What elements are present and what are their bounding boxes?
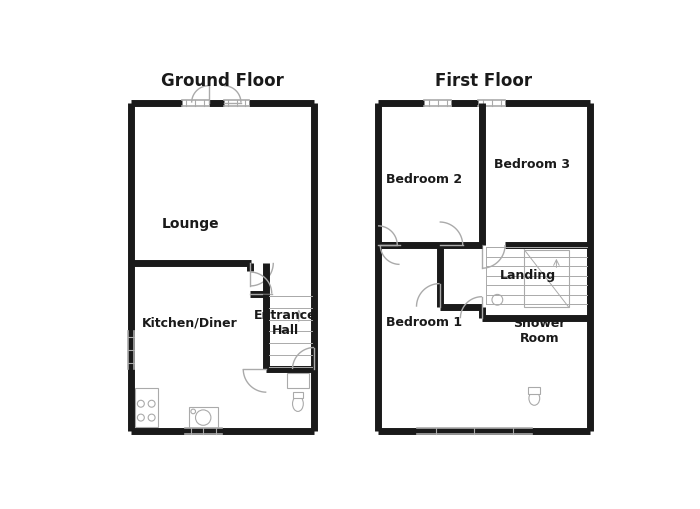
Bar [182, 100, 209, 106]
Text: Ground Floor: Ground Floor [161, 72, 284, 90]
Circle shape [191, 409, 195, 414]
Text: Entrance
Hall: Entrance Hall [254, 309, 317, 337]
Bar [269, 296, 312, 367]
Circle shape [148, 400, 155, 407]
Bar [528, 387, 540, 394]
Ellipse shape [293, 396, 303, 411]
Circle shape [148, 414, 155, 421]
Bar [224, 100, 249, 106]
Text: Kitchen/Diner: Kitchen/Diner [142, 317, 238, 329]
Circle shape [137, 414, 144, 421]
Circle shape [137, 400, 144, 407]
Bar [134, 388, 158, 427]
Bar [486, 247, 587, 304]
Bar [424, 100, 451, 106]
Bar [185, 428, 222, 434]
Circle shape [492, 294, 503, 305]
Text: Bedroom 3: Bedroom 3 [494, 158, 570, 171]
Bar [524, 250, 569, 307]
Text: Lounge: Lounge [161, 217, 219, 231]
Circle shape [195, 410, 211, 426]
Text: Bedroom 1: Bedroom 1 [386, 317, 462, 329]
Bar [287, 373, 309, 388]
Ellipse shape [529, 391, 540, 405]
Bar [416, 428, 532, 434]
Bar [127, 330, 134, 369]
Bar [478, 100, 505, 106]
Bar [293, 392, 303, 399]
Text: Landing: Landing [500, 269, 556, 282]
Text: Bedroom 2: Bedroom 2 [386, 173, 462, 186]
Text: Shower
Room: Shower Room [514, 317, 566, 345]
Text: First Floor: First Floor [435, 72, 532, 90]
Bar [188, 407, 218, 429]
